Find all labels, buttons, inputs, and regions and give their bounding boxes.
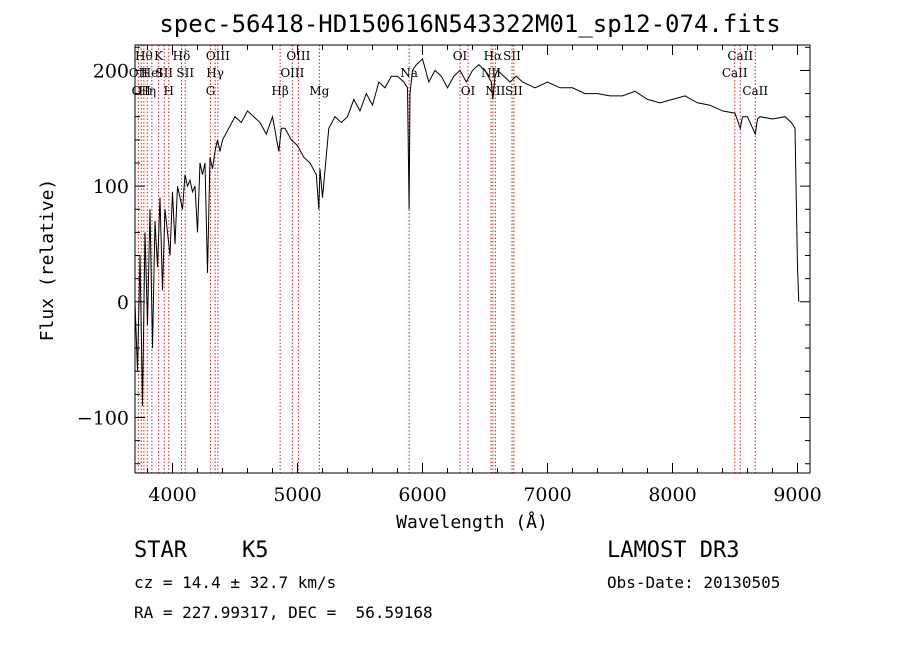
object-subclass: K5 bbox=[242, 538, 269, 563]
y-tick-label: −100 bbox=[77, 407, 129, 429]
y-tick-label: 200 bbox=[93, 60, 129, 82]
y-tick-label: 100 bbox=[93, 176, 129, 198]
spectral-lines-layer: OIIOIIHθHηHeIKSIIHHδSIIGHγOIIIHβOIIIOIII… bbox=[129, 45, 768, 473]
spectral-line-label: Hα bbox=[484, 49, 503, 63]
spectral-line-label: H bbox=[164, 84, 174, 98]
spectral-line-label: CaII bbox=[722, 66, 748, 80]
x-tick-label: 9000 bbox=[773, 484, 821, 506]
x-axis-label: Wavelength (Å) bbox=[396, 511, 548, 533]
x-tick-label: 4000 bbox=[148, 484, 196, 506]
spectral-line-label: K bbox=[154, 49, 164, 63]
chart-title: spec-56418-HD150616N543322M01_sp12-074.f… bbox=[159, 10, 780, 38]
plot-frame bbox=[134, 44, 811, 474]
spectral-line-label: HeI bbox=[141, 66, 164, 80]
survey-name: LAMOST DR3 bbox=[607, 538, 740, 563]
y-axis-label: Flux (relative) bbox=[37, 179, 58, 342]
spectral-line-label: Hθ bbox=[135, 49, 153, 63]
object-class: STAR bbox=[134, 538, 187, 563]
spectral-line-label: OIII bbox=[280, 66, 304, 80]
spectral-line-label: Hη bbox=[138, 84, 156, 98]
spectral-line-label: G bbox=[206, 84, 216, 98]
spectral-line-label: SII bbox=[503, 49, 521, 63]
spectral-line-label: NII bbox=[485, 84, 505, 98]
redshift-velocity: cz = 14.4 ± 32.7 km/s bbox=[134, 573, 337, 592]
spectral-line-label: OIII bbox=[206, 49, 230, 63]
spectral-line-label: NII bbox=[481, 66, 501, 80]
spectral-line-label: Na bbox=[400, 66, 418, 80]
spectral-line-label: SII bbox=[505, 84, 523, 98]
spectral-line-label: SII bbox=[155, 66, 173, 80]
observation-date: Obs-Date: 20130505 bbox=[607, 573, 781, 592]
x-tick-label: 8000 bbox=[648, 484, 696, 506]
spectral-line-label: Hδ bbox=[173, 49, 191, 63]
spectral-line-label: Mg bbox=[309, 84, 329, 98]
y-tick-label: 0 bbox=[117, 292, 129, 314]
spectral-line-label: Hβ bbox=[271, 84, 288, 98]
spectral-line-label: Hγ bbox=[206, 66, 224, 80]
x-tick-label: 5000 bbox=[273, 484, 321, 506]
spectral-line-label: OIII bbox=[286, 49, 310, 63]
flux-series-line bbox=[134, 57, 800, 406]
spectral-line-label: CaII bbox=[742, 84, 768, 98]
x-tick-label: 6000 bbox=[398, 484, 446, 506]
x-tick-label: 7000 bbox=[523, 484, 571, 506]
spectral-line-label: OI bbox=[461, 84, 476, 98]
spectral-line-label: CaII bbox=[727, 49, 753, 63]
axis-ticks-layer: 4000 5000 6000 7000 8000 9000 −100 0 100 200 bbox=[77, 45, 822, 506]
spectral-line-label: SII bbox=[176, 66, 194, 80]
spectral-line-label: OII bbox=[132, 84, 152, 98]
spectral-line-label: OI bbox=[453, 49, 468, 63]
coordinates: RA = 227.99317, DEC = 56.59168 bbox=[134, 603, 433, 622]
